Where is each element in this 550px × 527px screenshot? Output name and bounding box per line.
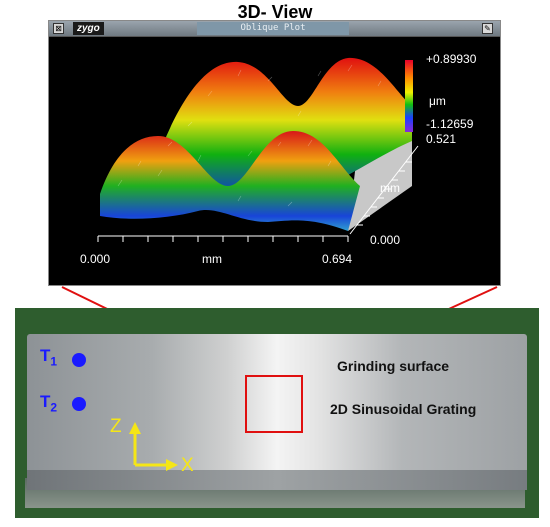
plot-title: Oblique Plot (197, 22, 349, 35)
axis-x-label: X (181, 455, 194, 476)
window-pin-icon[interactable]: ✎ (482, 23, 493, 34)
marker-t2-label: T2 (40, 392, 58, 415)
z-unit-label: μm (429, 94, 446, 108)
colorbar (405, 60, 413, 132)
z-max-label: +0.89930 (426, 52, 477, 66)
marker-t2-dot (72, 397, 86, 411)
x-unit-label: mm (202, 252, 222, 266)
x-axis (97, 235, 349, 242)
y-max-label: 0.521 (426, 132, 457, 146)
oblique-surface-plot (97, 57, 419, 242)
metal-bar (27, 334, 527, 482)
metal-bar-front-face (27, 470, 527, 490)
axis-z-label: Z (110, 416, 122, 437)
y-min-label: 0.000 (370, 233, 401, 247)
window-close-icon[interactable]: ⊠ (53, 23, 64, 34)
marker-t1-label: T1 (40, 346, 58, 369)
y-axis (349, 145, 419, 235)
y-unit-label: mm (380, 181, 400, 195)
z-min-label: -1.12659 (426, 117, 474, 131)
surface-front-wave (100, 131, 360, 231)
coordinate-axes (129, 422, 178, 471)
surface-back-wave (163, 57, 412, 196)
x-max-label: 0.694 (322, 252, 353, 266)
figure-title: 3D- View (237, 2, 313, 22)
zoom-region-box (245, 375, 303, 433)
surface-noise-texture (117, 64, 382, 207)
zygo-logo: zygo (73, 22, 104, 35)
sinusoidal-grating-label: 2D Sinusoidal Grating (330, 401, 477, 417)
window-titlebar[interactable]: ⊠ zygo Oblique Plot ✎ (49, 21, 500, 37)
specimen-photo (15, 308, 539, 518)
x-min-label: 0.000 (80, 252, 111, 266)
marker-t1-dot (72, 353, 86, 367)
grinding-surface-label: Grinding surface (337, 358, 450, 374)
